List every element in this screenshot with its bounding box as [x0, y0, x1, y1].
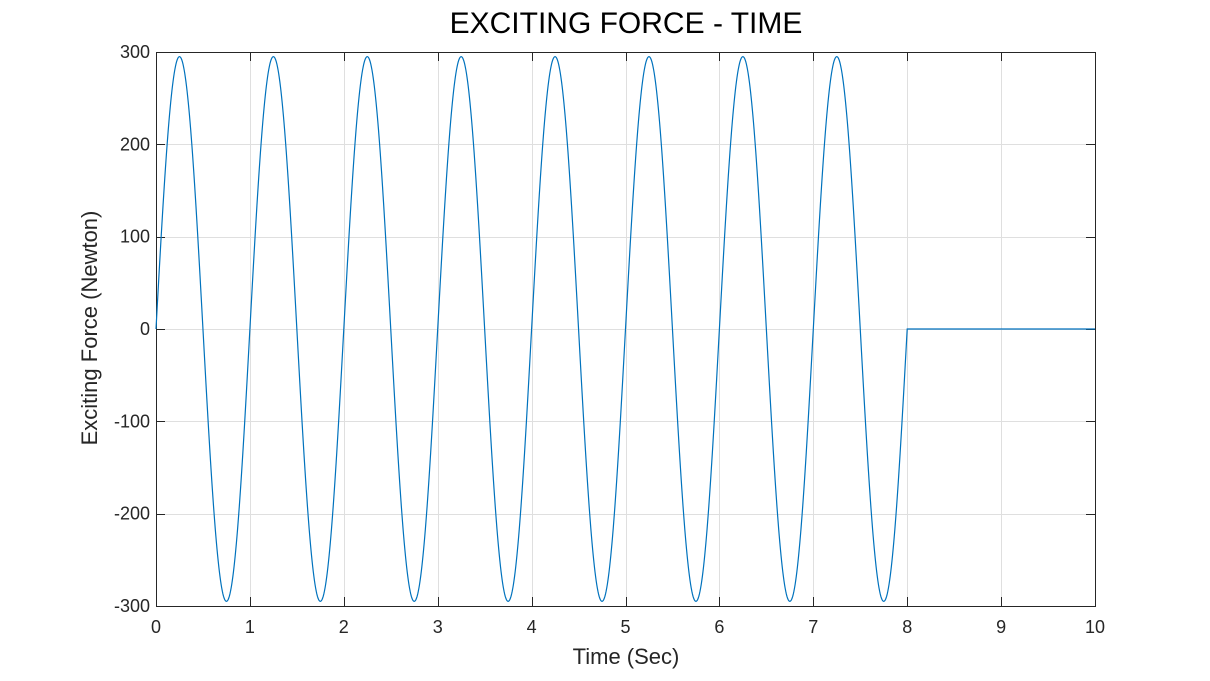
x-tick-label: 6 — [714, 617, 724, 637]
x-tick-label: 8 — [902, 617, 912, 637]
tick-marks — [156, 52, 1096, 607]
series — [155, 55, 1095, 603]
x-tick-label: 4 — [527, 617, 537, 637]
y-tick-labels: 300 200 100 0 -100 -200 -300 — [114, 42, 150, 616]
x-tick-label: 9 — [996, 617, 1006, 637]
x-tick-label: 10 — [1085, 617, 1105, 637]
y-tick-label: 100 — [120, 227, 150, 247]
series-line — [155, 55, 1095, 603]
x-tick-labels: 0 1 2 3 4 5 6 7 8 9 10 — [151, 617, 1105, 637]
x-tick-label: 1 — [245, 617, 255, 637]
y-tick-label: -100 — [114, 411, 150, 431]
y-axis-label: Exciting Force (Newton) — [77, 211, 102, 446]
y-tick-label: 0 — [140, 319, 150, 339]
y-tick-label: 200 — [120, 134, 150, 154]
y-tick-label: -200 — [114, 504, 150, 524]
x-tick-label: 3 — [433, 617, 443, 637]
chart-title: EXCITING FORCE - TIME — [450, 7, 803, 40]
x-tick-label: 2 — [339, 617, 349, 637]
x-axis-label: Time (Sec) — [573, 644, 680, 669]
x-tick-label: 5 — [620, 617, 630, 637]
y-tick-label: 300 — [120, 42, 150, 62]
x-tick-label: 0 — [151, 617, 161, 637]
x-tick-label: 7 — [808, 617, 818, 637]
y-tick-label: -300 — [114, 596, 150, 616]
